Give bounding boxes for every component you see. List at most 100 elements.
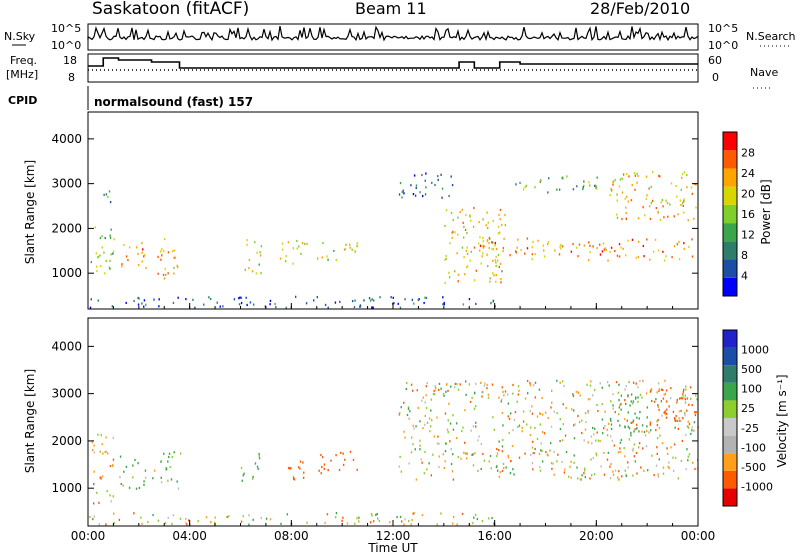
scatter-cell bbox=[648, 431, 650, 434]
scatter-cell bbox=[522, 188, 525, 191]
scatter-cell bbox=[590, 474, 593, 477]
scatter-cell bbox=[553, 410, 556, 413]
scatter-cell bbox=[123, 243, 125, 247]
scatter-cell bbox=[556, 460, 558, 463]
scatter-cell bbox=[614, 469, 617, 472]
scatter-cell bbox=[352, 458, 355, 461]
scatter-cell bbox=[592, 456, 595, 460]
scatter-cell bbox=[173, 266, 175, 269]
scatter-cell bbox=[589, 184, 591, 187]
scatter-cell bbox=[524, 452, 526, 455]
scatter-cell bbox=[95, 252, 98, 255]
scatter-cell bbox=[511, 445, 514, 448]
scatter-cell bbox=[541, 430, 544, 434]
scatter-cell bbox=[436, 523, 438, 526]
scatter-cell bbox=[415, 186, 417, 189]
scatter-cell bbox=[577, 391, 579, 394]
scatter-cell bbox=[498, 265, 501, 269]
scatter-cell bbox=[694, 467, 696, 471]
scatter-cell bbox=[444, 460, 446, 463]
scatter-cell bbox=[354, 522, 356, 525]
scatter-cell bbox=[632, 402, 634, 405]
scatter-cell bbox=[306, 242, 308, 246]
scatter-cell bbox=[419, 420, 421, 423]
scatter-cell bbox=[372, 306, 374, 309]
scatter-cell bbox=[494, 241, 497, 245]
scatter-cell bbox=[661, 442, 664, 445]
scatter-cell bbox=[684, 401, 687, 404]
scatter-cell bbox=[619, 178, 622, 181]
scatter-cell bbox=[256, 465, 259, 468]
scatter-cell bbox=[587, 441, 589, 444]
scatter-cell bbox=[561, 439, 564, 442]
scatter-cell bbox=[168, 452, 171, 455]
scatter-cell bbox=[667, 465, 669, 468]
scatter-cell bbox=[694, 413, 697, 417]
scatter-cell bbox=[599, 440, 601, 443]
scatter-cell bbox=[529, 409, 531, 413]
scatter-cell bbox=[91, 441, 93, 444]
scatter-cell bbox=[214, 521, 216, 524]
scatter-cell bbox=[622, 247, 624, 251]
scatter-cell bbox=[302, 461, 304, 464]
scatter-cell bbox=[137, 462, 139, 465]
scatter-cell bbox=[459, 383, 461, 386]
scatter-cell bbox=[488, 241, 490, 245]
scatter-cell bbox=[444, 224, 446, 228]
scatter-cell bbox=[411, 389, 414, 392]
scatter-cell bbox=[570, 250, 573, 253]
scatter-cell bbox=[532, 440, 534, 443]
scatter-cell bbox=[335, 259, 338, 262]
scatter-cell bbox=[566, 175, 568, 178]
scatter-cell bbox=[163, 277, 166, 280]
scatter-cell bbox=[461, 512, 464, 516]
scatter-cell bbox=[503, 394, 505, 397]
scatter-cell bbox=[563, 471, 566, 474]
scatter-cell bbox=[553, 450, 555, 454]
scatter-cell bbox=[113, 522, 115, 525]
scatter-cell bbox=[185, 521, 187, 524]
scatter-cell bbox=[251, 270, 254, 273]
scatter-cell bbox=[438, 465, 440, 469]
scatter-cell bbox=[670, 446, 672, 449]
scatter-cell bbox=[419, 191, 421, 194]
scatter-cell bbox=[327, 258, 329, 261]
scatter-cell bbox=[176, 480, 178, 483]
scatter-cell bbox=[625, 473, 627, 476]
scatter-cell bbox=[563, 384, 565, 388]
scatter-cell bbox=[680, 203, 682, 207]
nsky-strip: N.Sky 10^5 10^0 10^5 10^0 N.Search bbox=[4, 22, 796, 52]
scatter-cell bbox=[610, 400, 612, 403]
scatter-cell bbox=[526, 237, 529, 240]
scatter-cell bbox=[153, 298, 155, 301]
colorbar-segment bbox=[723, 150, 737, 169]
scatter-cell bbox=[173, 249, 176, 252]
scatter-cell bbox=[245, 296, 247, 299]
scatter-cell bbox=[99, 236, 102, 240]
scatter-cell bbox=[570, 476, 572, 479]
scatter-cell bbox=[285, 254, 287, 258]
scatter-cell bbox=[548, 177, 550, 180]
scatter-cell bbox=[433, 389, 435, 393]
scatter-cell bbox=[441, 187, 444, 190]
nsky-tick-high: 10^5 bbox=[51, 22, 81, 35]
scatter-cell bbox=[677, 419, 679, 423]
scatter-cell bbox=[539, 180, 542, 183]
scatter-cell bbox=[465, 457, 468, 460]
scatter-cell bbox=[674, 418, 676, 421]
scatter-cell bbox=[661, 414, 663, 417]
scatter-cell bbox=[657, 475, 660, 478]
scatter-cell bbox=[587, 241, 590, 244]
scatter-cell bbox=[655, 429, 657, 432]
scatter-cell bbox=[379, 296, 381, 299]
scatter-cell bbox=[205, 516, 208, 519]
scatter-cell bbox=[177, 296, 179, 299]
scatter-cell bbox=[678, 397, 681, 400]
scatter-cell bbox=[423, 472, 426, 475]
scatter-cell bbox=[351, 248, 353, 251]
scatter-cell bbox=[507, 393, 509, 396]
colorbar-tick-label: -1000 bbox=[741, 480, 773, 493]
scatter-cell bbox=[627, 239, 629, 242]
scatter-cell bbox=[617, 451, 620, 454]
